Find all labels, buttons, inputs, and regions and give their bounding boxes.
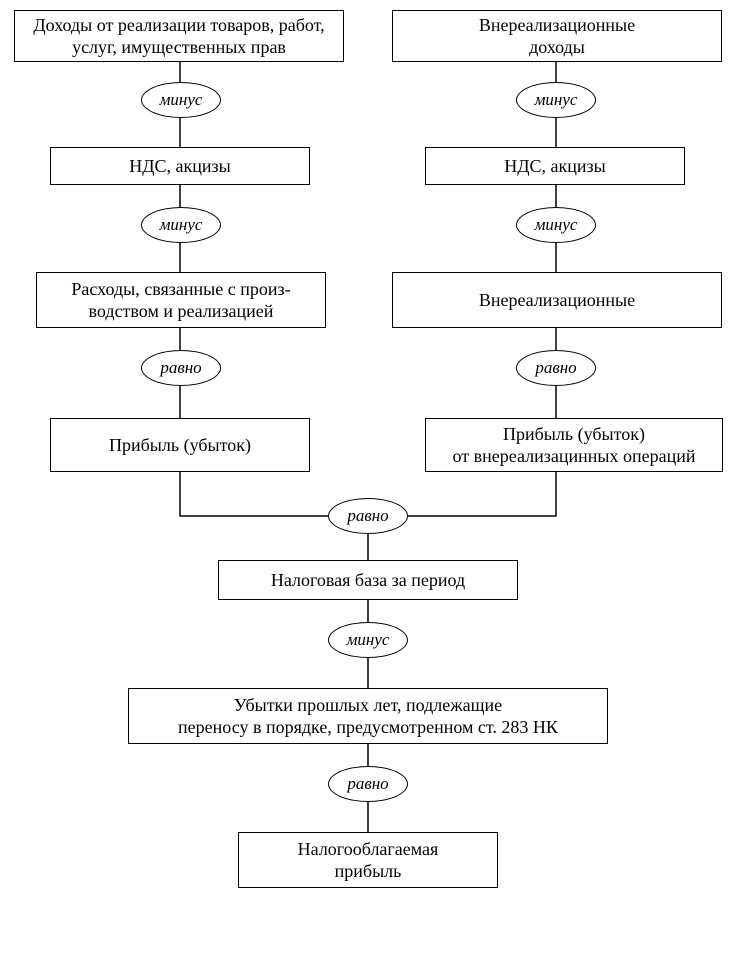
- box-right_profit: Прибыль (убыток) от внереализацинных опе…: [425, 418, 723, 472]
- node-label: минус: [535, 215, 578, 235]
- node-label: равно: [535, 358, 576, 378]
- ellipse-merge_eq: равно: [328, 498, 408, 534]
- ellipse-left_minus1: минус: [141, 82, 221, 118]
- box-losses: Убытки прошлых лет, подлежащие переносу …: [128, 688, 608, 744]
- node-label: равно: [347, 774, 388, 794]
- node-label: минус: [535, 90, 578, 110]
- node-label: Налогооблагаемая прибыль: [298, 838, 439, 883]
- box-right_top: Внереализационные доходы: [392, 10, 722, 62]
- box-taxable_profit: Налогооблагаемая прибыль: [238, 832, 498, 888]
- node-label: Внереализационные: [479, 289, 635, 312]
- box-right_costs: Внереализационные: [392, 272, 722, 328]
- ellipse-right_eq1: равно: [516, 350, 596, 386]
- node-label: минус: [347, 630, 390, 650]
- node-label: минус: [160, 90, 203, 110]
- box-left_top: Доходы от реализации товаров, работ, усл…: [14, 10, 344, 62]
- node-label: Налоговая база за период: [271, 569, 465, 592]
- node-label: равно: [160, 358, 201, 378]
- ellipse-left_minus2: минус: [141, 207, 221, 243]
- flowchart-canvas: Доходы от реализации товаров, работ, усл…: [0, 0, 736, 967]
- connector: [180, 472, 328, 516]
- box-right_vat: НДС, акцизы: [425, 147, 685, 185]
- ellipse-right_minus2: минус: [516, 207, 596, 243]
- node-label: Внереализационные доходы: [479, 14, 635, 59]
- connector: [408, 472, 556, 516]
- ellipse-minus3: минус: [328, 622, 408, 658]
- node-label: НДС, акцизы: [504, 155, 606, 178]
- connector-layer: [0, 0, 736, 967]
- node-label: минус: [160, 215, 203, 235]
- ellipse-right_minus1: минус: [516, 82, 596, 118]
- node-label: Расходы, связанные с произ- водством и р…: [71, 278, 290, 323]
- node-label: Прибыль (убыток): [109, 434, 251, 457]
- node-label: НДС, акцизы: [129, 155, 231, 178]
- node-label: Убытки прошлых лет, подлежащие переносу …: [178, 694, 558, 739]
- node-label: Доходы от реализации товаров, работ, усл…: [21, 14, 337, 59]
- ellipse-eq_final: равно: [328, 766, 408, 802]
- node-label: Прибыль (убыток) от внереализацинных опе…: [453, 423, 696, 468]
- box-left_costs: Расходы, связанные с произ- водством и р…: [36, 272, 326, 328]
- box-left_profit: Прибыль (убыток): [50, 418, 310, 472]
- node-label: равно: [347, 506, 388, 526]
- box-tax_base: Налоговая база за период: [218, 560, 518, 600]
- box-left_vat: НДС, акцизы: [50, 147, 310, 185]
- ellipse-left_eq1: равно: [141, 350, 221, 386]
